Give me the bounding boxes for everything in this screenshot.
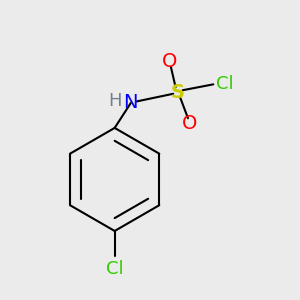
Text: Cl: Cl <box>216 75 234 93</box>
Text: S: S <box>171 83 185 102</box>
Text: H: H <box>108 92 122 110</box>
Text: Cl: Cl <box>106 260 124 278</box>
Text: N: N <box>124 93 138 112</box>
Text: O: O <box>161 52 177 71</box>
Text: O: O <box>182 114 197 133</box>
